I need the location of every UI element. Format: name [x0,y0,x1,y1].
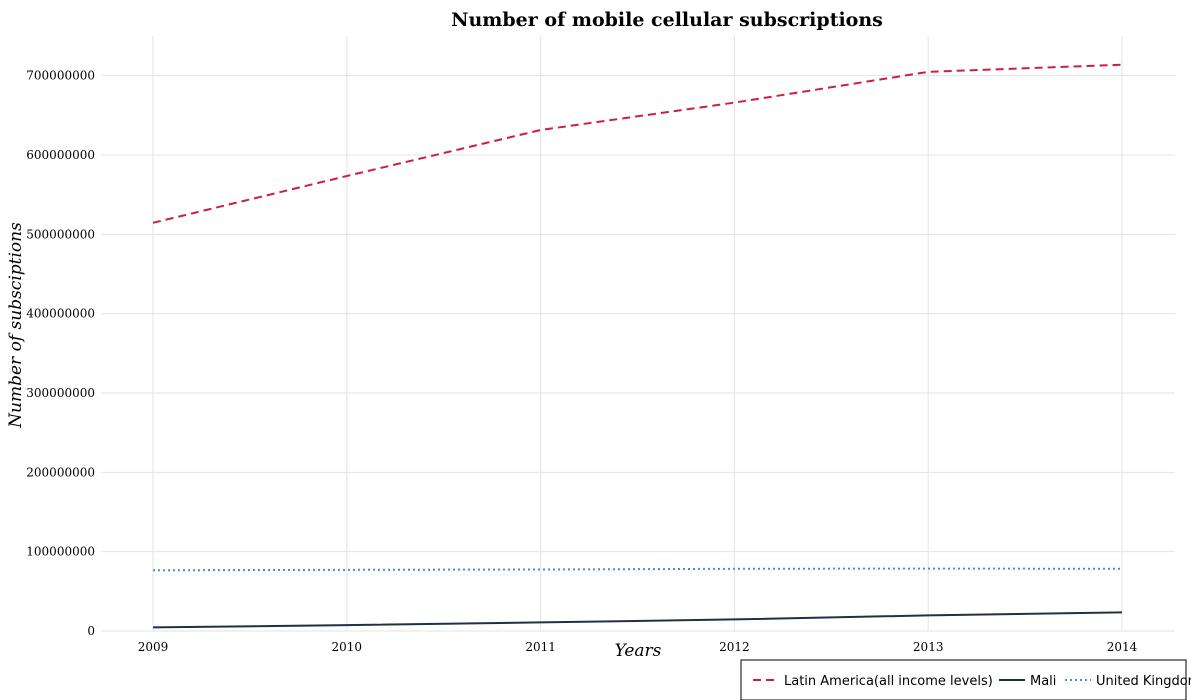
y-tick-label: 0 [87,624,95,638]
y-tick-label: 700000000 [26,69,95,83]
series-line-mali [152,611,1123,629]
y-tick-label: 600000000 [26,148,95,162]
y-axis-label: Number of subsciptions [6,222,26,429]
x-axis-label: Years [615,641,662,661]
x-axis-ticks: 2009 2010 2011 2012 2013 2014 [138,640,1138,654]
y-axis-ticks: 0 100000000 200000000 300000000 400000000 500… [26,69,95,638]
legend-label-latin-america: Latin America(all income levels) [784,674,993,689]
chart-title: Number of mobile cellular subscriptions [451,9,883,31]
y-tick-label: 400000000 [26,307,95,321]
grid [101,36,1175,632]
x-tick-label: 2013 [913,640,944,654]
x-tick-label: 2011 [525,640,556,654]
y-tick-label: 300000000 [26,386,95,400]
series-lines [152,63,1123,629]
series-line-latin-america-all-income-levels [152,63,1123,224]
x-tick-label: 2012 [719,640,750,654]
legend-label-united-kingdom: United Kingdom [1096,674,1191,689]
y-tick-label: 100000000 [26,545,95,559]
plot-area [101,36,1175,631]
legend-label-mali: Mali [1030,674,1056,689]
series-line-united-kingdom [152,567,1123,572]
legend: Latin America(all income levels) Mali Un… [740,659,1191,700]
y-tick-label: 200000000 [26,465,95,479]
y-tick-label: 500000000 [26,227,95,241]
x-tick-label: 2014 [1107,640,1138,654]
x-tick-label: 2010 [332,640,363,654]
legend-box [740,659,1187,700]
x-tick-label: 2009 [138,640,169,654]
